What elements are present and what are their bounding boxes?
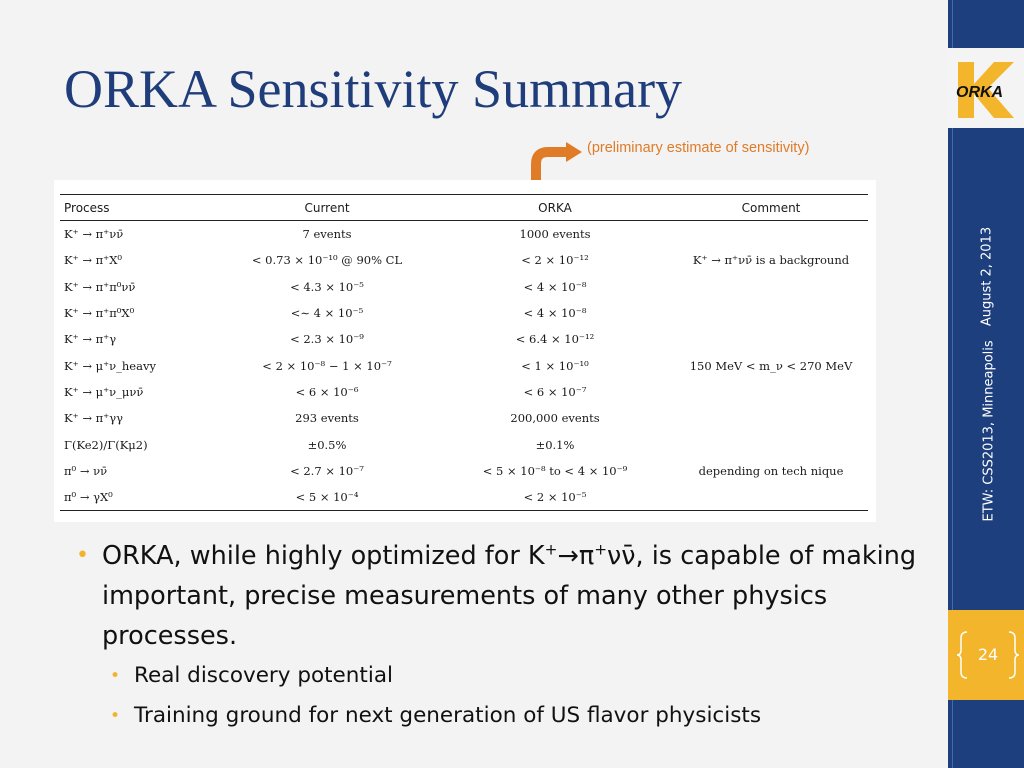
orka-cell: < 2 × 10⁻¹² xyxy=(521,253,589,268)
logo-panel xyxy=(948,48,1024,128)
current-cell: < 2.3 × 10⁻⁹ xyxy=(290,332,364,347)
orka-cell: < 4 × 10⁻⁸ xyxy=(523,306,587,321)
curved-arrow-icon xyxy=(531,142,582,190)
process-cell: K⁺ → π⁺π⁰X⁰ xyxy=(64,306,135,321)
sub-bullet-training: • Training ground for next generation of… xyxy=(76,696,936,736)
sub-bullet-dot-icon: • xyxy=(110,666,121,686)
current-cell: < 4.3 × 10⁻⁵ xyxy=(290,279,364,294)
comment-cell xyxy=(674,300,868,326)
comment-cell xyxy=(674,405,868,431)
page-number-panel xyxy=(948,610,1024,700)
table-row: K⁺ → π⁺γγ 293 events 200,000 events xyxy=(60,405,868,431)
column-header-comment: Comment xyxy=(674,194,868,221)
table-row: K⁺ → π⁺γ < 2.3 × 10⁻⁹ < 6.4 × 10⁻¹² xyxy=(60,326,868,352)
process-cell: K⁺ → μ⁺ν_μνν̄ xyxy=(64,384,144,399)
table-row: K⁺ → μ⁺ν_heavy < 2 × 10⁻⁸ − 1 × 10⁻⁷ < 1… xyxy=(60,352,868,378)
page-number-frame-icon xyxy=(957,631,1019,679)
current-cell: < 2.7 × 10⁻⁷ xyxy=(290,463,364,478)
orka-cell: < 5 × 10⁻⁸ to < 4 × 10⁻⁹ xyxy=(482,463,628,478)
bullet-main-sup: + xyxy=(544,540,558,559)
column-header-orka: ORKA xyxy=(436,194,674,221)
bullet-main-nu: νν̄ xyxy=(607,541,636,571)
bullet-dot-icon: • xyxy=(76,543,89,568)
comment-cell xyxy=(674,483,868,512)
orka-cell: ±0.1% xyxy=(535,437,575,452)
sub-bullet-dot-icon: • xyxy=(110,706,121,726)
sub-bullet-text: Training ground for next generation of U… xyxy=(134,703,762,728)
process-cell: K⁺ → π⁺γγ xyxy=(64,411,123,426)
table-row: K⁺ → μ⁺ν_μνν̄ < 6 × 10⁻⁶ < 6 × 10⁻⁷ xyxy=(60,379,868,405)
slide-content-area: ORKA Sensitivity Summary (preliminary es… xyxy=(0,0,948,768)
slide-title: ORKA Sensitivity Summary xyxy=(64,59,683,119)
preliminary-note: (preliminary estimate of sensitivity) xyxy=(587,140,810,156)
orka-cell: 1000 events xyxy=(519,227,591,242)
current-cell: 293 events xyxy=(295,411,359,426)
comment-cell: depending on tech nique xyxy=(698,463,844,478)
table-row: K⁺ → π⁺π⁰X⁰ <∼ 4 × 10⁻⁵ < 4 × 10⁻⁸ xyxy=(60,300,868,326)
orka-cell: < 4 × 10⁻⁸ xyxy=(523,279,587,294)
orka-cell: < 6.4 × 10⁻¹² xyxy=(515,332,595,347)
bullet-main-prefix: ORKA, while highly optimized for K xyxy=(102,541,545,571)
process-cell: K⁺ → π⁺π⁰νν̄ xyxy=(64,279,136,294)
process-cell: π⁰ → νν̄ xyxy=(64,463,108,478)
orka-cell: < 6 × 10⁻⁷ xyxy=(523,384,587,399)
sidebar-date: August 2, 2013 xyxy=(979,226,995,327)
comment-cell xyxy=(674,431,868,457)
current-cell: ±0.5% xyxy=(307,437,347,452)
column-header-process: Process xyxy=(60,194,218,221)
process-cell: K⁺ → π⁺γ xyxy=(64,332,117,347)
bullet-main: • ORKA, while highly optimized for K+→π+… xyxy=(76,536,936,656)
table-row: K⁺ → π⁺νν̄ 7 events 1000 events xyxy=(60,221,868,248)
process-cell: K⁺ → π⁺X⁰ xyxy=(64,253,123,268)
process-cell: Γ(Ke2)/Γ(Kμ2) xyxy=(64,437,148,452)
current-cell: < 0.73 × 10⁻¹⁰ @ 90% CL xyxy=(251,253,403,268)
comment-cell xyxy=(674,326,868,352)
table-row: K⁺ → π⁺π⁰νν̄ < 4.3 × 10⁻⁵ < 4 × 10⁻⁸ xyxy=(60,274,868,300)
table-row: K⁺ → π⁺X⁰ < 0.73 × 10⁻¹⁰ @ 90% CL < 2 × … xyxy=(60,247,868,273)
sub-bullet-discovery: • Real discovery potential xyxy=(76,656,936,696)
current-cell: < 2 × 10⁻⁸ − 1 × 10⁻⁷ xyxy=(262,358,392,373)
bullet-main-rest: , is capable of making important, precis… xyxy=(102,541,917,651)
process-cell: K⁺ → μ⁺ν_heavy xyxy=(64,358,156,373)
column-header-current: Current xyxy=(218,194,436,221)
bullet-list: • ORKA, while highly optimized for K+→π+… xyxy=(76,536,936,736)
comment-cell xyxy=(674,221,868,248)
comment-cell: K⁺ → π⁺νν̄ is a background xyxy=(692,253,850,268)
sidebar-venue: ETW: CSS2013, Minneapolis xyxy=(981,340,997,522)
current-cell: 7 events xyxy=(302,227,352,242)
process-cell: π⁰ → γX⁰ xyxy=(60,483,218,512)
comment-cell: 150 MeV < m_ν < 270 MeV xyxy=(689,358,853,373)
sensitivity-table-panel: Process Current ORKA Comment K⁺ → π⁺νν̄ … xyxy=(54,180,876,522)
table-row: π⁰ → νν̄ < 2.7 × 10⁻⁷ < 5 × 10⁻⁸ to < 4 … xyxy=(60,458,868,484)
orka-cell: < 2 × 10⁻⁵ xyxy=(436,483,674,512)
sub-bullet-text: Real discovery potential xyxy=(134,663,393,688)
current-cell: <∼ 4 × 10⁻⁵ xyxy=(290,306,364,321)
comment-cell xyxy=(674,274,868,300)
orka-k-logo-icon xyxy=(958,62,1014,118)
sensitivity-table: Process Current ORKA Comment K⁺ → π⁺νν̄ … xyxy=(60,194,868,512)
orka-cell: 200,000 events xyxy=(510,411,600,426)
page-number: 24 xyxy=(977,645,999,664)
table-row: Γ(Ke2)/Γ(Kμ2) ±0.5% ±0.1% xyxy=(60,431,868,457)
table-row: π⁰ → γX⁰ < 5 × 10⁻⁴ < 2 × 10⁻⁵ xyxy=(60,483,868,512)
sidebar-divider xyxy=(952,0,953,768)
bullet-main-arrow: →π xyxy=(557,541,595,571)
table-header-row: Process Current ORKA Comment xyxy=(60,194,868,221)
process-cell: K⁺ → π⁺νν̄ xyxy=(64,227,124,242)
current-cell: < 6 × 10⁻⁶ xyxy=(295,384,359,399)
comment-cell xyxy=(674,379,868,405)
bullet-main-sup2: + xyxy=(594,540,608,559)
current-cell: < 5 × 10⁻⁴ xyxy=(218,483,436,512)
logo-text: ORKA xyxy=(956,84,1004,101)
orka-cell: < 1 × 10⁻¹⁰ xyxy=(521,358,589,373)
